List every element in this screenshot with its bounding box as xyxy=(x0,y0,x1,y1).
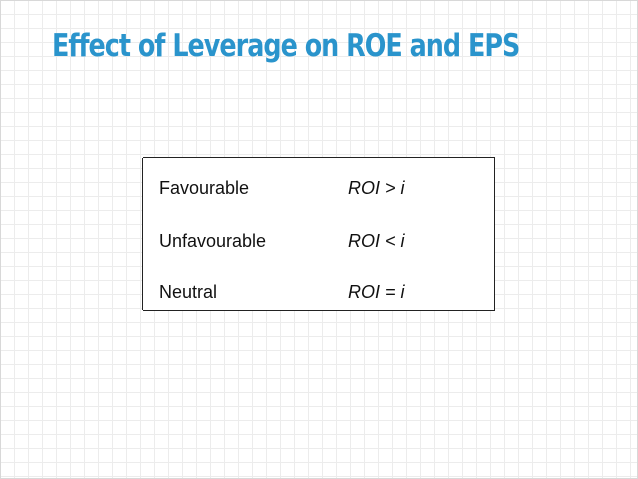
row-condition-favourable: ROI > i xyxy=(348,178,405,198)
row-label-unfavourable: Unfavourable xyxy=(159,231,267,251)
slide-title: Effect of Leverage on ROE and EPS xyxy=(52,28,520,64)
table-row-neutral: Neutral ROI = i xyxy=(143,282,494,312)
leverage-table: Favourable ROI > i Unfavourable ROI < i … xyxy=(142,157,495,312)
row-condition-unfavourable: ROI < i xyxy=(348,231,405,251)
table-row-favourable: Favourable ROI > i xyxy=(143,178,494,208)
row-condition-neutral: ROI = i xyxy=(348,282,405,302)
row-label-neutral: Neutral xyxy=(159,282,218,302)
row-label-favourable: Favourable xyxy=(159,178,250,198)
table-row-unfavourable: Unfavourable ROI < i xyxy=(143,231,494,261)
